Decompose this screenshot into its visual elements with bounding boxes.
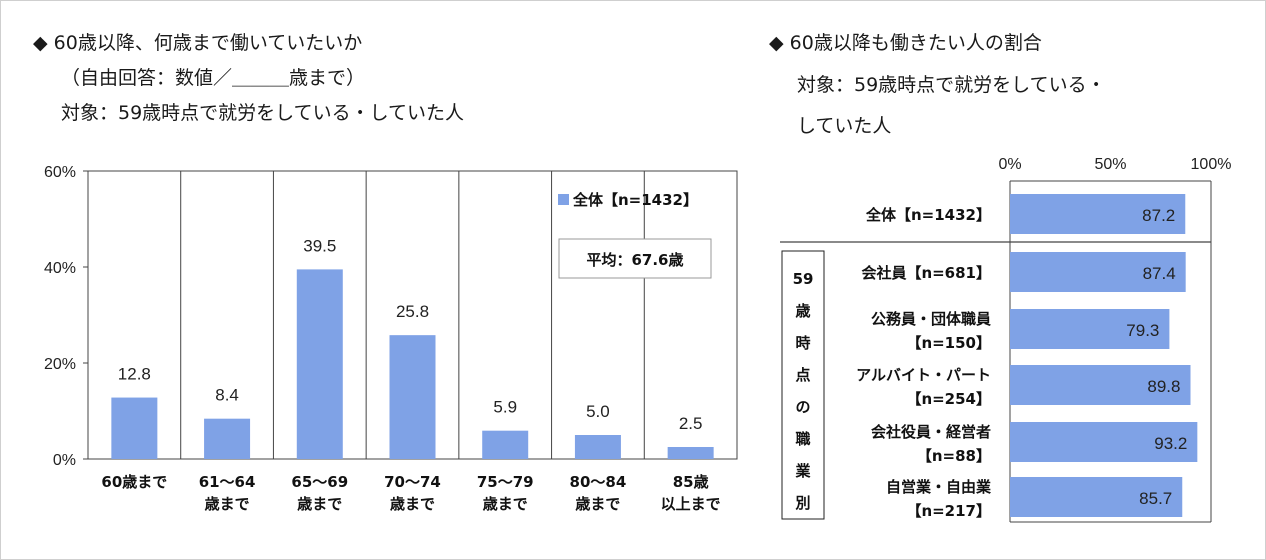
y-tick-label: 【n=88】 — [917, 447, 991, 465]
bar — [1010, 252, 1186, 292]
data-label: 87.2 — [1142, 206, 1175, 225]
x-tick-label: 60歳まで — [101, 473, 167, 491]
x-tick-label: 歳まで — [297, 495, 342, 513]
x-tick-label: 75～79 — [477, 473, 534, 491]
average-box — [558, 238, 712, 279]
group-label-char: 別 — [794, 494, 810, 512]
bar — [667, 447, 714, 459]
average-annotation: 平均：67.6歳 — [586, 251, 683, 269]
y-tick-label: 【n=254】 — [906, 390, 991, 408]
x-tick-label: 85歳 — [673, 473, 709, 491]
bar — [204, 418, 251, 459]
bar — [1010, 422, 1198, 462]
y-tick-label: 40% — [44, 260, 76, 277]
group-label-char: 業 — [794, 462, 811, 480]
group-label-box — [781, 250, 825, 520]
y-tick-label: 公務員・団体職員 — [871, 310, 991, 328]
y-tick-label: 【n=217】 — [906, 502, 991, 520]
left-bar-chart: 0% 20% 40% 60% 12.8 60歳まで 8.4 61～64 歳まで 39.5 65～69… — [44, 164, 738, 513]
legend-swatch — [558, 194, 569, 205]
y-tick-label: 会社員【n=681】 — [861, 264, 991, 282]
x-tick-label: 70～74 — [384, 473, 441, 491]
right-title-line2: 対象：59歳時点で就労をしている・ — [797, 74, 1106, 96]
data-label: 12.8 — [118, 365, 151, 384]
y-tick-label: 60% — [44, 164, 76, 181]
data-label: 8.4 — [215, 386, 239, 405]
left-title-line2: （自由回答：数値／＿＿＿歳まで） — [61, 67, 365, 89]
left-title-line3: 対象：59歳時点で就労をしている・していた人 — [61, 102, 464, 124]
data-label: 79.3 — [1126, 321, 1159, 340]
group-label-char: 59 — [793, 270, 814, 288]
group-label-char: 時 — [795, 334, 810, 352]
group-label-char: 点 — [795, 366, 810, 384]
group-label-char: 歳 — [795, 302, 810, 320]
data-label: 2.5 — [679, 414, 703, 433]
bar — [1010, 365, 1191, 405]
x-tick-label: 0% — [998, 156, 1021, 173]
y-tick-label: 20% — [44, 356, 76, 373]
data-label: 25.8 — [396, 302, 429, 321]
right-title-line3: していた人 — [797, 115, 891, 137]
data-label: 87.4 — [1143, 264, 1176, 283]
bar — [296, 269, 343, 459]
legend-label: 全体【n=1432】 — [572, 191, 698, 209]
bar — [1010, 194, 1186, 234]
bar — [1010, 477, 1183, 517]
x-tick-label: 80～84 — [570, 473, 627, 491]
bar — [1010, 309, 1170, 349]
x-tick-label: 歳まで — [205, 495, 250, 513]
group-label-char: 職 — [795, 430, 810, 448]
left-title-line1: ◆ 60歳以降、何歳まで働いていたいか — [33, 32, 362, 54]
data-label: 89.8 — [1147, 377, 1180, 396]
bar — [111, 397, 158, 459]
bar — [482, 430, 529, 459]
data-label: 5.9 — [493, 398, 517, 417]
x-tick-label: 65～69 — [291, 473, 348, 491]
x-tick-label: 以上まで — [661, 495, 721, 513]
x-tick-label: 61～64 — [199, 473, 256, 491]
data-label: 39.5 — [303, 236, 336, 255]
y-tick-label: 【n=150】 — [906, 334, 991, 352]
y-tick-label: 全体【n=1432】 — [865, 206, 991, 224]
x-tick-label: 100% — [1191, 156, 1232, 173]
group-label-char: の — [795, 398, 810, 416]
data-label: 85.7 — [1139, 489, 1172, 508]
bar — [574, 435, 621, 459]
x-tick-label: 歳まで — [575, 495, 620, 513]
x-tick-label: 50% — [1094, 156, 1126, 173]
y-tick-label: 0% — [53, 452, 76, 469]
right-bar-chart: 0% 50% 100% 87.2 全体【n=1432】 87.4 会社員【n=681】 79.… — [780, 156, 1232, 523]
y-tick-label: 会社役員・経営者 — [871, 423, 991, 441]
data-label: 5.0 — [586, 402, 610, 421]
x-tick-label: 歳まで — [483, 495, 528, 513]
data-label: 93.2 — [1154, 434, 1187, 453]
y-tick-label: アルバイト・パート — [856, 366, 991, 384]
y-tick-label: 自営業・自由業 — [886, 478, 992, 496]
x-tick-label: 歳まで — [390, 495, 435, 513]
bar — [389, 335, 436, 459]
right-title-line1: ◆ 60歳以降も働きたい人の割合 — [769, 32, 1042, 54]
